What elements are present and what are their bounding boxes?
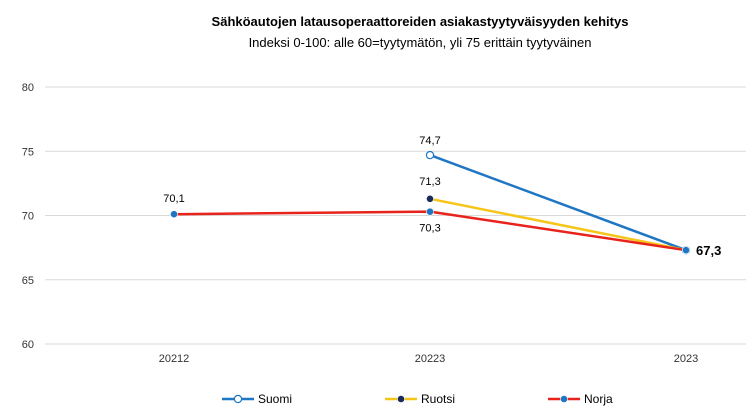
data-label: 67,3 [696,243,721,258]
y-tick-label: 60 [22,339,34,351]
legend-item-suomi[interactable]: Suomi [222,392,292,406]
series-layer [170,150,691,255]
legend-label: Ruotsi [421,392,455,406]
series-line-ruotsi [429,197,687,252]
legend-label: Suomi [258,392,292,406]
chart-title: Sähköautojen latausoperaattoreiden asiak… [212,14,629,29]
data-label: 71,3 [419,176,440,188]
data-label: 70,1 [163,193,184,205]
x-tick-label: 20212 [159,353,190,365]
x-tick-label: 2023 [674,353,698,365]
data-point-ruotsi [426,194,434,203]
data-labels: 74,7 71,3 70,1 70,3 67,3 [163,135,721,258]
x-axis-ticks: 20212 20223 2023 [159,353,699,365]
grid-layer [45,86,746,345]
y-tick-label: 75 [22,146,34,158]
x-tick-label: 20223 [415,353,446,365]
data-point-norja [170,210,178,219]
legend: Suomi Ruotsi Norja [222,392,613,406]
y-tick-label: 70 [22,211,34,223]
series-line-suomi [429,153,687,252]
y-tick-label: 65 [22,275,34,287]
legend-marker [560,395,568,403]
data-point-norja [426,207,434,216]
chart-subtitle: Indeksi 0-100: alle 60=tyytymätön, yli 7… [249,35,592,50]
legend-label: Norja [584,392,613,406]
legend-marker [233,394,243,404]
legend-item-ruotsi[interactable]: Ruotsi [385,392,455,406]
data-point-suomi [425,150,435,160]
data-label: 74,7 [419,135,440,147]
legend-marker [397,395,405,403]
data-point-norja [682,246,690,255]
y-tick-label: 80 [22,82,34,94]
legend-item-norja[interactable]: Norja [548,392,613,406]
data-label: 70,3 [419,223,440,235]
y-axis-ticks: 60 65 70 75 80 [22,82,34,351]
